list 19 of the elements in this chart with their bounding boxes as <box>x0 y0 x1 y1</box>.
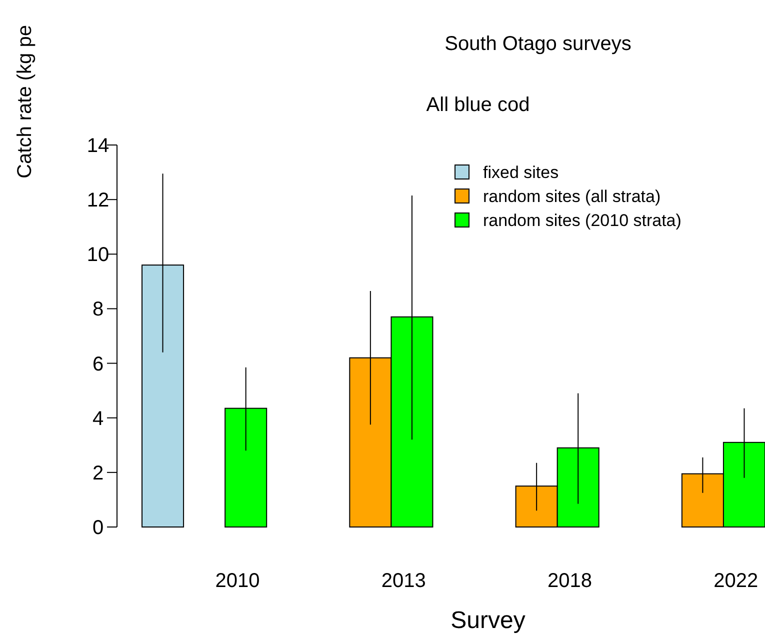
x-tick-label: 2022 <box>714 570 758 592</box>
y-tick-label: 8 <box>92 298 104 321</box>
chart-subtitle: All blue cod <box>426 94 530 116</box>
x-tick-label: 2013 <box>381 570 426 592</box>
x-axis-title: Survey <box>450 607 526 634</box>
x-tick-label: 2010 <box>215 570 260 592</box>
y-tick-label: 10 <box>86 244 110 266</box>
chart-title: South Otago surveys <box>444 33 632 55</box>
y-tick-label: 6 <box>92 353 104 376</box>
y-tick-label: 2 <box>92 462 104 484</box>
y-axis-title: Catch rate (kg pe <box>14 25 36 178</box>
legend-label: random sites (all strata) <box>483 186 661 206</box>
y-tick-label: 14 <box>86 135 110 157</box>
y-tick-label: 4 <box>92 408 104 430</box>
y-tick-label: 12 <box>86 190 110 212</box>
legend-label: random sites (2010 strata) <box>483 210 682 230</box>
x-tick-label: 2018 <box>548 570 592 592</box>
legend-label: fixed sites <box>483 162 559 182</box>
y-tick-label: 0 <box>92 517 104 539</box>
